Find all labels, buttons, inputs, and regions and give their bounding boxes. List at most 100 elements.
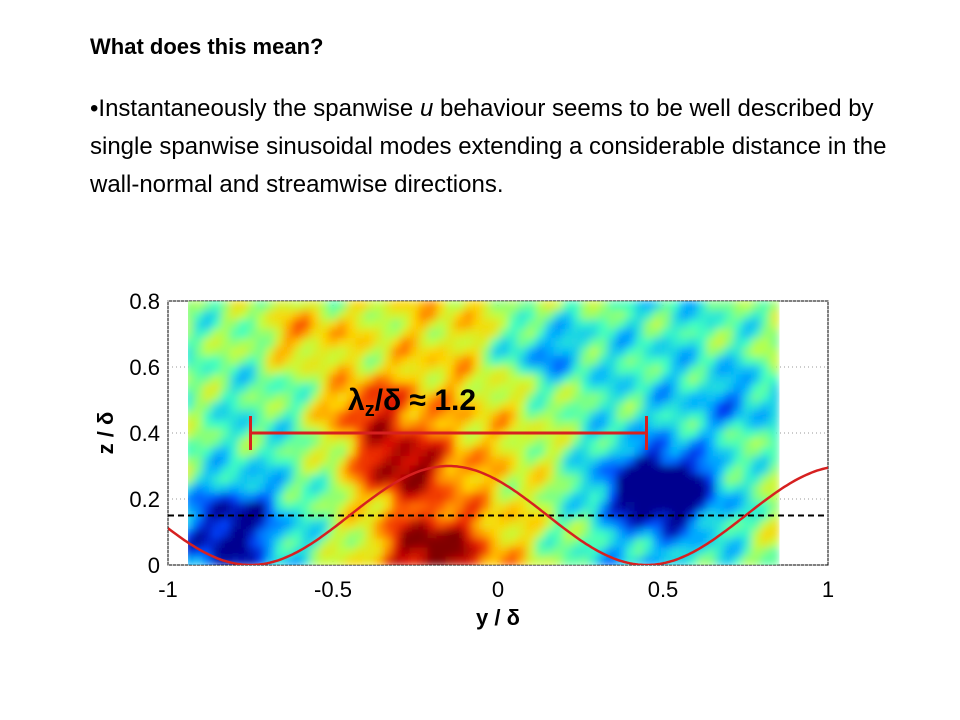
- heatmap-cell: [391, 528, 402, 539]
- heatmap-cell: [472, 546, 483, 557]
- heatmap-cell: [238, 483, 249, 493]
- heatmap-cell: [598, 483, 609, 493]
- heatmap-cell: [211, 501, 222, 511]
- heatmap-cell: [247, 419, 258, 430]
- heatmap-cell: [553, 382, 564, 393]
- heatmap-cell: [616, 346, 627, 357]
- heatmap-cell: [508, 410, 519, 420]
- heatmap-cell: [670, 401, 681, 411]
- heatmap-cell: [643, 455, 654, 466]
- heatmap-cell: [409, 346, 420, 357]
- heatmap-cell: [679, 492, 690, 502]
- heatmap-cell: [364, 483, 375, 493]
- heatmap-cell: [310, 473, 321, 484]
- heatmap-cell: [535, 492, 546, 502]
- heatmap-cell: [517, 392, 528, 402]
- heatmap-cell: [301, 537, 312, 548]
- heatmap-cell: [508, 555, 519, 565]
- heatmap-cell: [391, 437, 402, 448]
- heatmap-cell: [310, 355, 321, 366]
- heatmap-cell: [769, 473, 780, 484]
- heatmap-cell: [652, 501, 663, 511]
- heatmap-cell: [580, 483, 591, 493]
- heatmap-cell: [220, 364, 231, 375]
- heatmap-cell: [652, 401, 663, 411]
- x-tick-label: 1: [822, 577, 834, 602]
- heatmap-cell: [553, 310, 564, 320]
- heatmap-cell: [274, 328, 285, 339]
- heatmap-cell: [436, 483, 447, 493]
- heatmap-cell: [769, 337, 780, 348]
- heatmap-cell: [391, 328, 402, 339]
- heatmap-cell: [571, 310, 582, 320]
- heatmap-cell: [274, 319, 285, 329]
- heatmap-cell: [355, 346, 366, 357]
- heatmap-cell: [445, 364, 456, 375]
- heatmap-cell: [445, 555, 456, 565]
- heatmap-cell: [265, 319, 276, 329]
- heatmap-cell: [454, 337, 465, 348]
- heatmap-cell: [652, 537, 663, 548]
- heatmap-cell: [409, 410, 420, 420]
- heatmap-cell: [454, 437, 465, 448]
- heatmap-cell: [769, 382, 780, 393]
- heatmap-cell: [499, 401, 510, 411]
- heatmap-cell: [679, 446, 690, 457]
- heatmap-cell: [499, 346, 510, 357]
- heatmap-cell: [301, 510, 312, 521]
- heatmap-cell: [589, 555, 600, 565]
- heatmap-cell: [319, 401, 330, 411]
- heatmap-cell: [274, 446, 285, 457]
- heatmap-cell: [301, 528, 312, 539]
- heatmap-cell: [355, 355, 366, 366]
- heatmap-cell: [310, 328, 321, 339]
- heatmap-cell: [211, 401, 222, 411]
- heatmap-cell: [562, 473, 573, 484]
- heatmap-cell: [679, 528, 690, 539]
- heatmap-cell: [472, 510, 483, 521]
- heatmap-cell: [229, 537, 240, 548]
- heatmap-cell: [697, 473, 708, 484]
- heatmap-cell: [445, 382, 456, 393]
- heatmap-cell: [544, 419, 555, 430]
- heatmap-cell: [481, 519, 492, 530]
- heatmap-cell: [337, 346, 348, 357]
- heatmap-cell: [598, 410, 609, 420]
- heatmap-cell: [364, 537, 375, 548]
- heatmap-cell: [247, 392, 258, 402]
- heatmap-cell: [454, 392, 465, 402]
- heatmap-cell: [751, 428, 762, 439]
- heatmap-cell: [607, 437, 618, 448]
- heatmap-cell: [382, 310, 393, 320]
- heatmap-cell: [283, 519, 294, 530]
- heatmap-cell: [188, 419, 195, 430]
- heatmap-cell: [292, 501, 303, 511]
- heatmap-cell: [517, 337, 528, 348]
- heatmap-cell: [697, 410, 708, 420]
- heatmap-cell: [188, 373, 195, 384]
- heatmap-cell: [382, 319, 393, 329]
- heatmap-cell: [265, 483, 276, 493]
- heatmap-cell: [202, 492, 213, 502]
- heatmap-cell: [481, 473, 492, 484]
- heatmap-cell: [571, 346, 582, 357]
- heatmap-cell: [589, 483, 600, 493]
- heatmap-cell: [697, 355, 708, 366]
- heatmap-cell: [517, 483, 528, 493]
- heatmap-cell: [409, 528, 420, 539]
- heatmap-cell: [256, 446, 267, 457]
- heatmap-cell: [751, 492, 762, 502]
- heatmap-cell: [454, 319, 465, 329]
- heatmap-cell: [409, 510, 420, 521]
- heatmap-cell: [382, 346, 393, 357]
- heatmap-cell: [202, 437, 213, 448]
- heatmap-cell: [211, 537, 222, 548]
- heatmap-cell: [364, 519, 375, 530]
- heatmap-cell: [382, 473, 393, 484]
- heatmap-cell: [454, 401, 465, 411]
- heatmap-cell: [373, 301, 384, 311]
- heatmap-cell: [301, 301, 312, 311]
- heatmap-cell: [589, 310, 600, 320]
- heatmap-cell: [580, 519, 591, 530]
- heatmap-cell: [409, 437, 420, 448]
